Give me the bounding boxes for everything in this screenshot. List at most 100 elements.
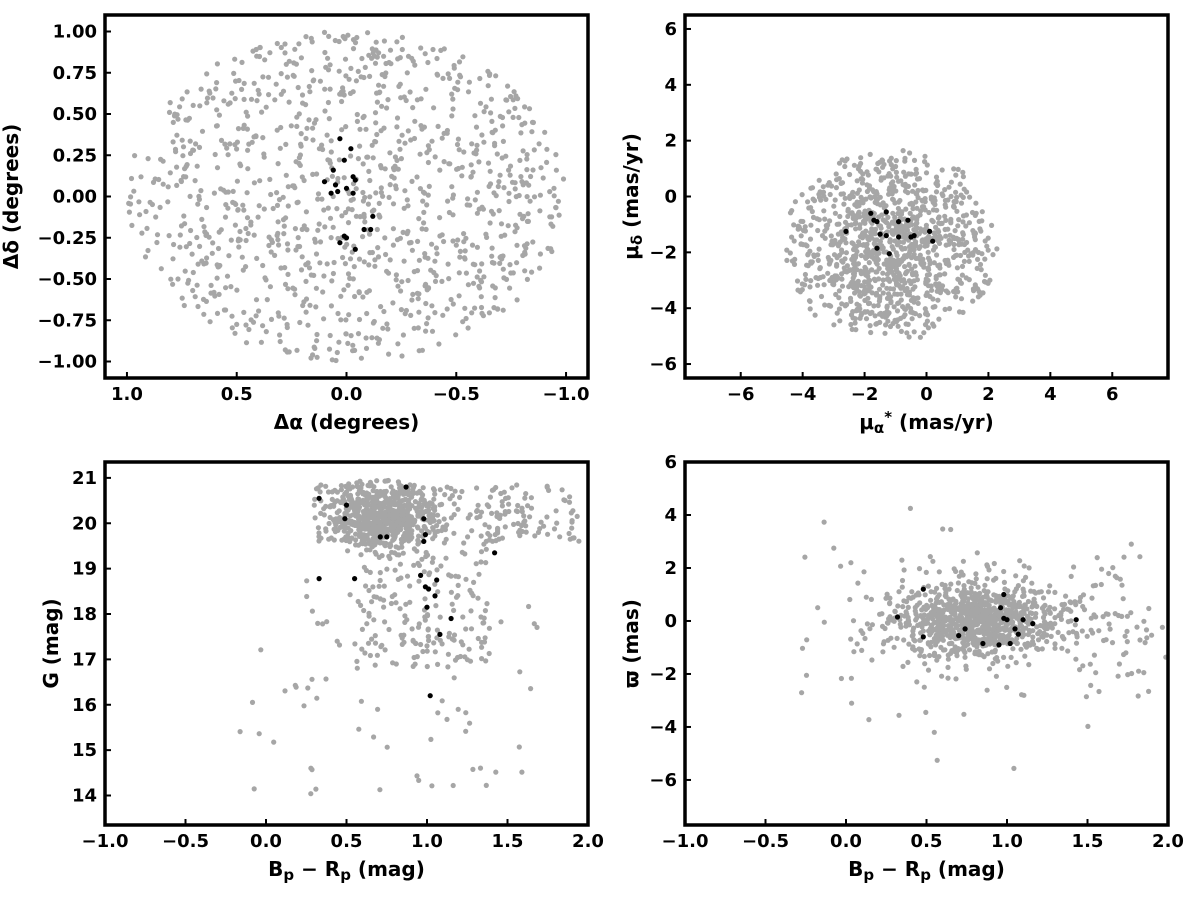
field-star-point (435, 661, 441, 668)
field-star-point (264, 297, 270, 303)
field-star-point (178, 223, 185, 229)
field-star-point (1031, 603, 1037, 609)
field-star-point (358, 698, 364, 704)
field-star-point (336, 157, 342, 163)
field-star-point (506, 190, 512, 196)
field-star-point (1125, 672, 1131, 678)
field-star-point (1048, 623, 1054, 629)
field-star-point (953, 568, 959, 575)
field-star-point (387, 182, 393, 188)
field-star-point (298, 131, 304, 137)
field-star-point (869, 290, 875, 296)
field-star-point (988, 597, 994, 603)
field-star-point (423, 226, 429, 232)
field-star-point (831, 322, 837, 328)
field-star-point (305, 685, 311, 691)
field-star-point (346, 76, 352, 82)
field-star-point (887, 256, 893, 262)
field-star-point (922, 306, 928, 312)
field-star-point (339, 213, 345, 219)
field-star-point (445, 261, 451, 267)
field-star-point (274, 127, 280, 133)
field-star-point (989, 649, 995, 655)
field-star-point (1128, 541, 1134, 547)
field-star-point (930, 321, 936, 327)
field-star-point (934, 252, 940, 258)
member-star-point (330, 167, 336, 173)
field-star-point (512, 180, 518, 186)
field-star-point (427, 570, 433, 576)
field-star-point (948, 220, 954, 226)
field-star-point (314, 354, 320, 360)
field-star-point (258, 647, 264, 653)
field-star-point (256, 308, 262, 314)
field-star-point (204, 95, 211, 101)
field-star-point (837, 318, 843, 324)
field-star-point (1107, 626, 1113, 632)
field-star-point (420, 492, 426, 498)
field-star-point (517, 157, 523, 163)
field-star-point (889, 191, 895, 197)
field-star-point (965, 629, 971, 636)
field-star-point (1089, 595, 1095, 601)
field-star-point (402, 188, 408, 194)
field-star-point (832, 210, 839, 216)
field-star-point (355, 598, 361, 605)
field-star-point (181, 174, 187, 180)
member-star-point (368, 226, 374, 233)
field-star-point (791, 222, 797, 228)
member-star-point (877, 231, 883, 237)
field-star-point (903, 206, 909, 212)
field-star-point (486, 625, 492, 631)
field-star-point (840, 259, 846, 265)
field-star-point (339, 537, 345, 543)
field-star-point (923, 709, 929, 716)
field-star-point (934, 757, 940, 763)
field-star-point (267, 176, 273, 182)
field-star-point (828, 233, 834, 239)
field-star-point (968, 610, 974, 616)
field-star-point (345, 32, 351, 38)
field-star-point (1011, 599, 1017, 605)
field-star-point (884, 591, 890, 597)
field-star-point (841, 201, 847, 207)
field-star-point (465, 534, 471, 540)
field-star-point (876, 286, 883, 292)
field-star-point (325, 55, 331, 61)
field-star-point (195, 201, 201, 207)
field-star-point (938, 644, 944, 651)
field-star-point (965, 620, 972, 626)
field-star-point (473, 561, 479, 567)
field-star-point (861, 569, 867, 575)
field-star-point (906, 171, 912, 177)
field-star-point (179, 137, 185, 143)
field-star-point (285, 286, 291, 292)
field-star-point (326, 116, 332, 122)
field-star-point (1128, 610, 1134, 616)
field-star-point (455, 136, 461, 142)
field-star-point (249, 139, 255, 145)
field-star-point (461, 149, 467, 155)
field-star-point (545, 531, 551, 537)
field-star-point (499, 256, 505, 262)
field-star-point (834, 221, 840, 227)
field-star-point (962, 654, 968, 660)
field-star-point (1023, 642, 1029, 649)
field-star-point (905, 604, 911, 611)
field-star-point (143, 208, 149, 215)
field-star-point (334, 638, 340, 644)
field-star-point (366, 587, 372, 594)
field-star-point (844, 156, 850, 162)
field-star-point (386, 194, 392, 200)
field-star-point (910, 632, 916, 638)
field-star-point (1099, 566, 1105, 572)
field-star-point (991, 592, 997, 598)
field-star-point (939, 673, 945, 679)
field-star-point (531, 147, 537, 153)
y-tick-label: −6 (649, 354, 677, 375)
field-star-point (303, 102, 309, 108)
field-star-point (970, 286, 977, 292)
field-star-point (474, 189, 480, 195)
field-star-point (232, 142, 238, 148)
field-star-point (398, 288, 404, 294)
